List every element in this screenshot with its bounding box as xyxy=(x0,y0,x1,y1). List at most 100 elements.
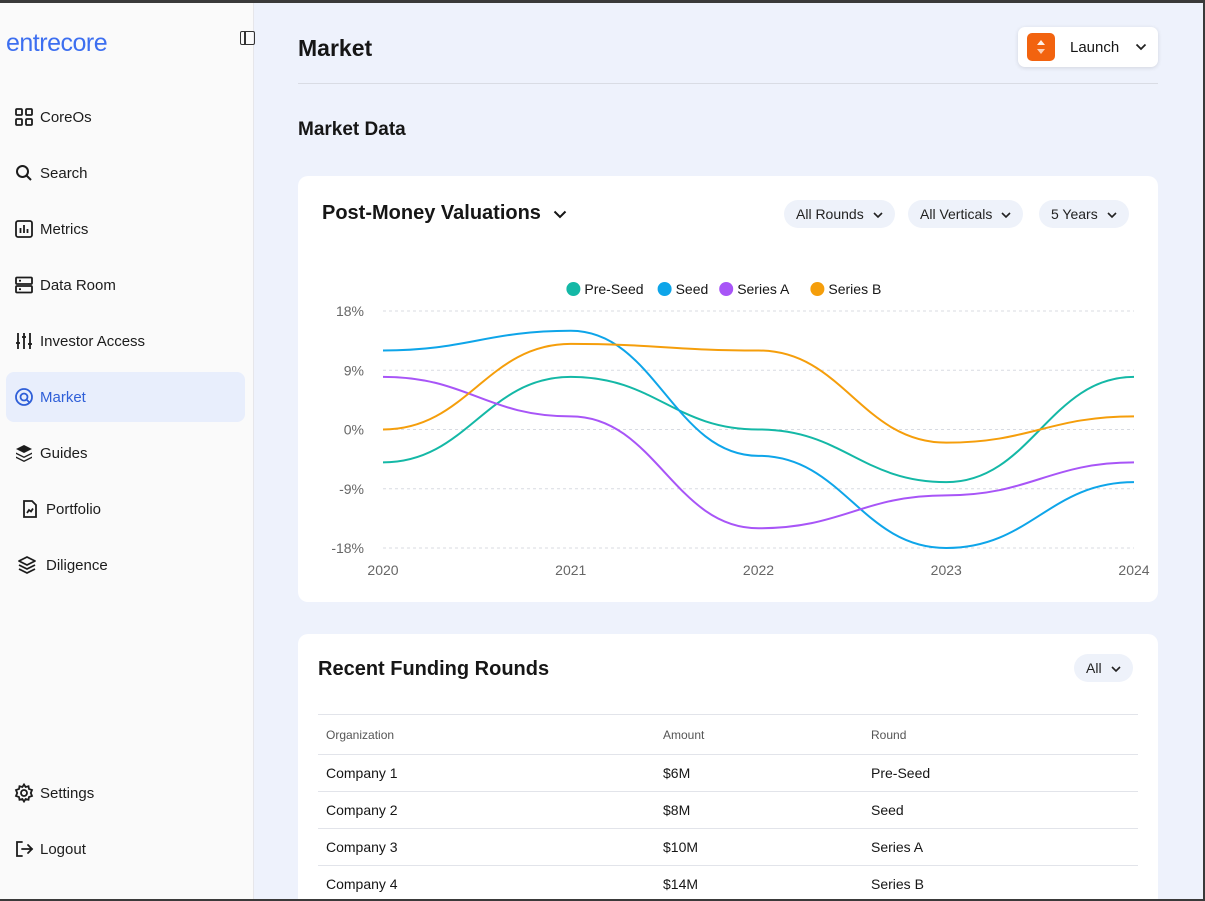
sidebar-item-label: Data Room xyxy=(40,276,116,294)
server-icon xyxy=(13,274,35,296)
sidebar-item-label: CoreOs xyxy=(40,108,92,126)
sidebar-item-diligence[interactable]: Diligence xyxy=(6,540,245,590)
legend-label: Pre-Seed xyxy=(584,281,643,297)
table-row[interactable]: Company 3 $10M Series A xyxy=(318,829,1138,866)
filter-rounds-dropdown[interactable]: All Rounds xyxy=(784,200,895,228)
legend-marker xyxy=(657,282,672,296)
sidebar-item-logout[interactable]: Logout xyxy=(6,824,245,874)
legend-label: Series B xyxy=(828,281,881,297)
series-line-series-b xyxy=(382,342,1135,444)
organization-cell: Company 2 xyxy=(326,802,398,818)
rounds-title: Recent Funding Rounds xyxy=(318,658,550,680)
target-icon xyxy=(13,386,35,408)
table-row[interactable]: Company 4 $14M Series B xyxy=(318,866,1138,899)
chevron-down-icon xyxy=(1110,660,1121,676)
sidebar-item-label: Metrics xyxy=(40,220,89,238)
sliders-icon xyxy=(13,330,35,352)
table-row[interactable]: Company 2 $8M Seed xyxy=(318,792,1138,829)
valuations-chart-card: Post-Money Valuations All Rounds All Ver… xyxy=(298,176,1158,602)
sidebar-item-portfolio[interactable]: Portfolio xyxy=(6,484,245,534)
column-header[interactable]: Amount xyxy=(663,728,705,742)
legend-label: Series A xyxy=(737,281,790,297)
filter-verticals-dropdown[interactable]: All Verticals xyxy=(908,200,1024,228)
sidebar-item-label: Settings xyxy=(40,784,95,802)
brand-logo[interactable]: entrecore xyxy=(6,29,108,57)
column-header[interactable]: Organization xyxy=(326,728,395,742)
funding-rounds-card: Recent Funding Rounds All Organization A… xyxy=(298,634,1158,899)
x-tick-label: 2021 xyxy=(555,562,586,578)
divider xyxy=(298,83,1158,84)
legend-marker xyxy=(810,282,825,296)
grid-icon xyxy=(13,106,35,128)
sidebar-item-investor-access[interactable]: Investor Access xyxy=(6,316,245,366)
sidebar-item-label: Portfolio xyxy=(46,500,102,518)
page-title: Market xyxy=(298,35,373,61)
amount-cell: $6M xyxy=(663,765,691,781)
sidebar-item-data-room[interactable]: Data Room xyxy=(6,260,245,310)
x-tick-label: 2022 xyxy=(743,562,774,578)
organization-cell: Company 3 xyxy=(326,839,398,855)
layers-icon xyxy=(16,554,38,576)
y-tick-label: 9% xyxy=(344,362,364,378)
logout-icon xyxy=(13,838,35,860)
sidebar-item-guides[interactable]: Guides xyxy=(6,428,245,478)
y-tick-label: -18% xyxy=(331,540,364,556)
gear-icon xyxy=(13,782,35,804)
funding-rounds-table: Organization Amount Round Company 1 $6M … xyxy=(318,714,1138,899)
x-tick-label: 2020 xyxy=(367,562,398,578)
sidebar-item-coreos[interactable]: CoreOs xyxy=(6,92,245,142)
organization-cell: Company 1 xyxy=(326,765,398,781)
launch-button[interactable]: Launch xyxy=(1018,27,1158,67)
launch-label: Launch xyxy=(1070,38,1120,56)
round-cell: Pre-Seed xyxy=(871,765,931,781)
file-chart-icon xyxy=(19,498,41,520)
filter-label: All Verticals xyxy=(920,206,993,222)
valuations-line-chart: 18% 9% 0% -9% -18%2020 2021 2022 2023 2024 Pre-Se… xyxy=(331,281,1149,578)
sidebar-item-label: Guides xyxy=(40,444,88,462)
legend-marker xyxy=(566,282,581,296)
chevron-down-icon xyxy=(1107,206,1117,222)
organization-cell: Company 4 xyxy=(326,876,398,892)
chart-metric-selector[interactable]: Post-Money Valuations xyxy=(322,202,567,225)
sidebar-item-settings[interactable]: Settings xyxy=(6,768,245,818)
x-tick-label: 2024 xyxy=(1118,562,1149,578)
search-icon xyxy=(13,162,35,184)
series-line-pre-seed xyxy=(382,375,1135,484)
x-tick-label: 2023 xyxy=(931,562,962,578)
filter-label: 5 Years xyxy=(1051,206,1098,222)
y-tick-label: -9% xyxy=(339,481,364,497)
filter-timeframe-dropdown[interactable]: 5 Years xyxy=(1039,200,1129,228)
y-tick-label: 18% xyxy=(336,303,364,319)
launch-app-icon xyxy=(1027,33,1055,61)
series-line-seed xyxy=(382,329,1135,550)
rounds-filter-dropdown[interactable]: All xyxy=(1074,654,1133,682)
section-title-market-data: Market Data xyxy=(298,119,406,140)
chevron-down-icon xyxy=(553,202,567,225)
legend-label: Seed xyxy=(676,281,709,297)
sidebar-item-label: Logout xyxy=(40,840,86,858)
sidebar-item-search[interactable]: Search xyxy=(6,148,245,198)
filter-label: All xyxy=(1086,660,1102,676)
legend-marker xyxy=(719,282,734,296)
amount-cell: $8M xyxy=(663,802,691,818)
table-header: Organization Amount Round xyxy=(318,714,1138,755)
filter-label: All Rounds xyxy=(796,206,864,222)
y-tick-label: 0% xyxy=(344,422,364,438)
sidebar: entrecore CoreOs Search Metrics Data Roo xyxy=(0,3,255,899)
column-header[interactable]: Round xyxy=(871,728,907,742)
main-content: Market Launch Market Data Post-Money Val… xyxy=(255,3,1203,899)
chevron-down-icon xyxy=(1135,38,1147,56)
table-row[interactable]: Company 1 $6M Pre-Seed xyxy=(318,755,1138,792)
sidebar-item-label: Diligence xyxy=(46,556,108,574)
amount-cell: $10M xyxy=(663,839,699,855)
app-window: entrecore CoreOs Search Metrics Data Roo xyxy=(0,3,1203,899)
chevron-down-icon xyxy=(1001,206,1011,222)
chart-title: Post-Money Valuations xyxy=(322,202,541,224)
round-cell: Series B xyxy=(871,876,924,892)
sidebar-item-metrics[interactable]: Metrics xyxy=(6,204,245,254)
bar-chart-icon xyxy=(13,218,35,240)
sidebar-item-label: Investor Access xyxy=(40,332,146,350)
sidebar-item-market[interactable]: Market xyxy=(6,372,245,422)
sidebar-toggle-icon[interactable] xyxy=(240,31,255,45)
sidebar-item-label: Market xyxy=(40,388,86,406)
